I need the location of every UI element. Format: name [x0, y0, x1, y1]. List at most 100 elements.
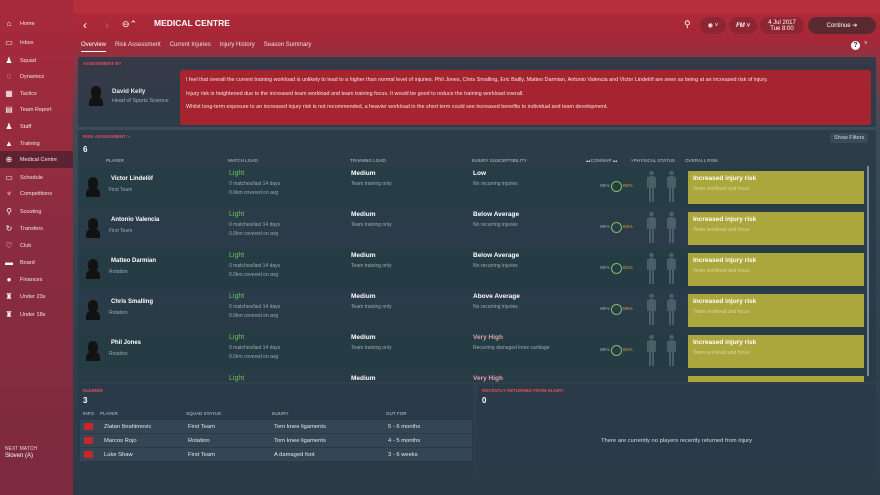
sharpness: 61% — [623, 348, 633, 353]
player-name[interactable]: Chris Smalling — [111, 299, 154, 305]
col-squad-status[interactable]: SQUAD STATUS — [186, 411, 222, 416]
physical-status-front-icon — [647, 252, 656, 285]
col-physical-status[interactable]: ˅PHYSICAL STATUS — [631, 158, 675, 163]
injury-susceptibility: Above Average — [473, 293, 520, 300]
sidebar-item-schedule[interactable]: ▭ Schedule — [0, 169, 73, 186]
risk-assessment-panel: RISK ASSESSMENT > 6 Show Filters PLAYER … — [78, 130, 876, 382]
player-name[interactable]: Zlatan Ibrahimovic — [104, 423, 152, 430]
club-crest-icon[interactable]: ⊖⌃ — [122, 19, 138, 29]
sidebar-item-dynamics[interactable]: ◌ Dynamics — [0, 68, 73, 85]
match-load: Light — [229, 293, 245, 300]
sidebar-item-home[interactable]: ⌂ Home — [0, 15, 73, 32]
overall-risk-badge: Increased injury risk Team workload and f… — [688, 171, 864, 204]
tab-overview[interactable]: Overview — [81, 42, 107, 52]
risk-row[interactable]: Chris Smalling Rotation Light 0 matches/las… — [80, 290, 866, 331]
risk-assessment-link[interactable]: RISK ASSESSMENT > — [83, 134, 130, 139]
training-load: Medium — [351, 334, 376, 341]
player-name[interactable]: Matteo Darmian — [111, 258, 157, 264]
player-name[interactable]: Antonio Valencia — [111, 217, 160, 223]
injured-row[interactable]: Luke Shaw First Team A damaged foot 3 - 6 w… — [80, 448, 472, 461]
scrollbar[interactable] — [867, 166, 869, 376]
assessment-text: I feel that overall the current training… — [180, 70, 871, 125]
risk-row[interactable]: Antonio Valencia First Team Light 0 matches… — [80, 208, 866, 249]
overall-risk: Increased injury risk — [693, 216, 757, 223]
player-name[interactable]: Victor Lindelöf — [111, 176, 153, 182]
fm-menu-button[interactable]: FM ˅ — [729, 17, 757, 34]
player-name[interactable]: Luke Shaw — [104, 451, 133, 458]
player-name[interactable]: Phil Jones — [111, 340, 142, 346]
continue-button[interactable]: Continue ➔ — [808, 17, 876, 34]
sidebar-item-tactics[interactable]: ▦ Tactics — [0, 85, 73, 102]
col-match-load[interactable]: MATCH LOAD — [228, 158, 258, 163]
u23-icon: ♜ — [5, 292, 13, 301]
col-injury[interactable]: INJURY — [272, 411, 289, 416]
out-for: 5 - 6 months — [388, 423, 421, 430]
sidebar-item-finances[interactable]: ● Finances — [0, 271, 73, 288]
help-chevron-icon[interactable]: ˅ — [864, 41, 868, 47]
sidebar-item-scouting[interactable]: ⚲ Scouting — [0, 203, 73, 220]
col-player[interactable]: PLAYER — [100, 411, 118, 416]
sidebar-item-label: Schedule — [20, 174, 43, 181]
sharpness: 62% — [623, 184, 633, 189]
injury-info-icon[interactable] — [84, 437, 93, 444]
back-icon[interactable]: ‹ — [83, 18, 87, 32]
sidebar-item-team-report[interactable]: ▤ Team Report — [0, 101, 73, 118]
tab-current-injuries[interactable]: Current Injuries — [169, 42, 211, 48]
risk-row[interactable]: Matteo Darmian Rotation Light 0 matches/las… — [80, 249, 866, 290]
sidebar-item-training[interactable]: ▲ Training — [0, 135, 73, 152]
tab-bar: Overview Risk Assessment Current Injuries I… — [81, 42, 311, 52]
sidebar-item-under-23s[interactable]: ♜ Under 23s — [0, 288, 73, 305]
sidebar-item-board[interactable]: ▬ Board — [0, 254, 73, 271]
sidebar-item-inbox[interactable]: ▭ Inbox — [0, 34, 73, 51]
col-training-load[interactable]: TRAINING LOAD — [350, 158, 386, 163]
trophy-icon: ♆ — [6, 189, 12, 198]
training-icon: ▲ — [5, 139, 13, 148]
player-avatar — [86, 341, 100, 363]
home-icon: ⌂ — [6, 19, 12, 28]
next-match-label: NEXT MATCH — [5, 446, 38, 452]
sidebar-item-label: Board — [20, 259, 35, 266]
tab-risk-assessment[interactable]: Risk Assessment — [115, 42, 161, 48]
help-icon[interactable]: ? — [851, 41, 860, 50]
sidebar-item-under-18s[interactable]: ♜ Under 18s — [0, 306, 73, 323]
assessment-label: ASSESSMENT BY — [83, 61, 122, 66]
distance-covered: 0.0km covered on avg — [229, 354, 279, 360]
report-icon: ▤ — [5, 105, 13, 114]
risk-row[interactable]: Victor Lindelöf First Team Light 0 matches/… — [80, 167, 866, 208]
match-load: Light — [229, 211, 245, 218]
col-injury-susceptibility[interactable]: INJURY SUSCEPTIBILITY — [472, 158, 527, 163]
col-out-for[interactable]: OUT FOR — [386, 411, 407, 416]
world-menu-button[interactable]: ◉ ˅ — [700, 17, 726, 34]
show-filters-button[interactable]: Show Filters — [830, 133, 869, 143]
risk-row[interactable]: Light Medium Very High — [80, 372, 866, 382]
sidebar-item-club[interactable]: ♡ Club — [0, 237, 73, 254]
tab-season-summary[interactable]: Season Summary — [263, 42, 312, 48]
top-strip — [0, 0, 880, 13]
distance-covered: 0.0km covered on avg — [229, 231, 279, 237]
col-condition[interactable]: ▴▴CON/SHP ▴▴ — [586, 158, 618, 163]
injured-panel: INJURED 3 INFO PLAYER SQUAD STATUS INJUR… — [78, 384, 473, 476]
sidebar-item-squad[interactable]: ♟ Squad — [0, 52, 73, 69]
sidebar-item-staff[interactable]: ♟ Staff — [0, 118, 73, 135]
player-name[interactable]: Marcos Rojo — [104, 437, 137, 444]
injured-row[interactable]: Zlatan Ibrahimovic First Team Torn knee li… — [80, 420, 472, 433]
staff-name[interactable]: David Kelly — [112, 88, 146, 95]
injury-info-icon[interactable] — [84, 451, 93, 458]
injured-row[interactable]: Marcos Rojo Rotation Torn knee ligaments 4 … — [80, 434, 472, 447]
col-player[interactable]: PLAYER — [106, 158, 124, 163]
tab-injury-history[interactable]: Injury History — [219, 42, 255, 48]
out-for: 3 - 6 weeks — [388, 451, 418, 458]
sidebar-item-medical-centre[interactable]: ⊕ Medical Centre — [0, 151, 73, 168]
search-icon[interactable]: ⚲ — [684, 19, 691, 29]
risk-row[interactable]: Phil Jones Rotation Light 0 matches/last 14… — [80, 331, 866, 372]
next-match[interactable]: NEXT MATCH Sloven (A) — [5, 446, 37, 459]
player-avatar — [86, 300, 100, 322]
sidebar-item-competitions[interactable]: ♆ Competitions — [0, 185, 73, 202]
col-overall-risk[interactable]: OVERALL RISK — [685, 158, 719, 163]
match-load: Light — [229, 170, 245, 177]
injury-info-icon[interactable] — [84, 423, 93, 430]
sidebar-item-transfers[interactable]: ↻ Transfers — [0, 220, 73, 237]
forward-icon[interactable]: › — [105, 18, 109, 32]
training-load: Medium — [351, 293, 376, 300]
col-info[interactable]: INFO — [83, 411, 94, 416]
